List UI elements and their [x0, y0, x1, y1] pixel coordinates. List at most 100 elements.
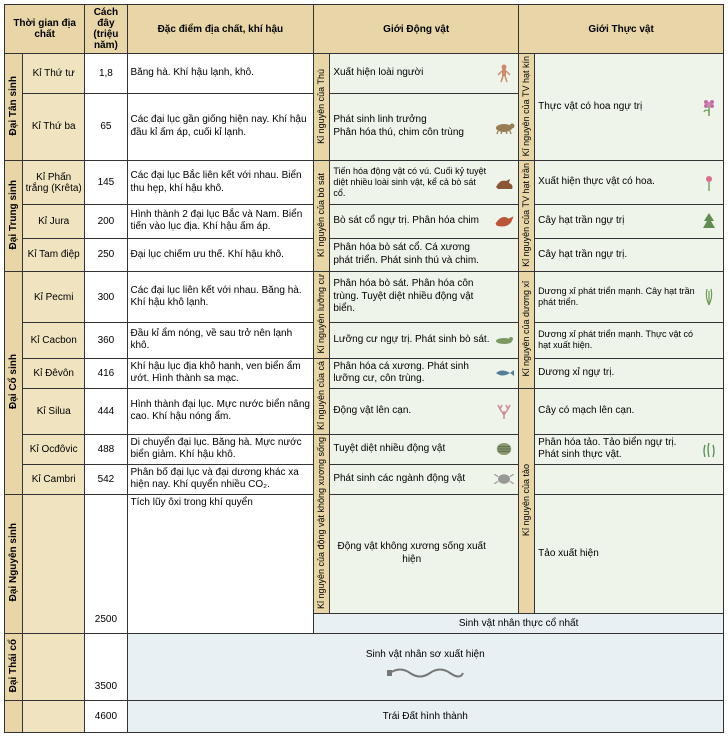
animal-cell: Phân hóa bò sát cổ. Cá xương phát triển.…	[330, 238, 519, 272]
geo-cell: Khí hậu lục địa khô hanh, ven biển ẩm ướ…	[127, 358, 314, 388]
geo-cell: Di chuyển đại lục. Băng hà. Mực nước biể…	[127, 434, 314, 464]
geo-cell: Phân bố đại lục và đại dương khác xa hiệ…	[127, 464, 314, 494]
flower2-icon	[697, 173, 721, 193]
plant-cell: Tảo xuất hiện	[535, 494, 724, 613]
mya-cell: 300	[85, 272, 127, 323]
table-row: Đại Cổ sinh Kỉ Pecmi 300 Các đại lục liê…	[5, 272, 724, 323]
table-row: 4600 Trái Đất hình thành	[5, 700, 724, 732]
period-cell: Kỉ Cacbon	[23, 323, 85, 359]
period-cell: Kỉ Cambri	[23, 464, 85, 494]
geo-cell: Đại lục chiếm ưu thế. Khí hậu khô.	[127, 238, 314, 272]
animal-cell: Bò sát cổ ngự trị. Phân hóa chim	[330, 204, 519, 238]
dino-icon	[492, 173, 516, 193]
period-cell: Kỉ Ocđôvic	[23, 434, 85, 464]
geo-cell: Các đại lục liên kết với nhau. Băng hà. …	[127, 272, 314, 323]
mya-cell: 3500	[85, 633, 127, 700]
era-blank	[5, 700, 23, 732]
geo-cell: Hình thành 2 đại lục Bắc và Nam. Biển ti…	[127, 204, 314, 238]
animal-cell: Phân hóa bò sát. Phân hóa côn trùng. Tuy…	[330, 272, 519, 323]
animal-cell: Phân hóa cá xương. Phát sinh lưỡng cư, c…	[330, 358, 519, 388]
fish-icon	[492, 363, 516, 383]
plant-cell: Dương xỉ ngự trị.	[535, 358, 724, 388]
trilobite-icon	[492, 439, 516, 459]
flower-icon	[697, 97, 721, 117]
geo-cell: Băng hà. Khí hậu lạnh, khô.	[127, 54, 314, 94]
table-row: Đại Trung sinh Kỉ Phấn trắng (Krêta) 145…	[5, 161, 724, 205]
animal-cell: Tuyệt diệt nhiều động vật	[330, 434, 519, 464]
animal-epoch-thu: Kỉ nguyên của Thú	[314, 54, 330, 161]
table-row: Đại Thái cổ 3500 Sinh vật nhân sơ xuất h…	[5, 633, 724, 700]
worm-icon	[385, 664, 465, 682]
table-row: Kỉ Ocđôvic 488 Di chuyển đại lục. Băng h…	[5, 434, 724, 464]
geo-cell: Tích lũy ôxi trong khí quyển	[127, 494, 314, 633]
prokaryote-label: Sinh vật nhân sơ xuất hiện	[131, 649, 721, 660]
era-thaico: Đại Thái cổ	[5, 633, 23, 700]
era-trungsinh: Đại Trung sinh	[5, 161, 23, 272]
plant-cell: Dương xỉ phát triển mạnh. Thực vật có hạ…	[535, 323, 724, 359]
era-cosinh: Đại Cổ sinh	[5, 272, 23, 495]
mya-cell: 65	[85, 93, 127, 161]
mya-cell: 250	[85, 238, 127, 272]
period-cell: Kỉ Jura	[23, 204, 85, 238]
human-icon	[492, 63, 516, 83]
eukaryote-footer: Sinh vật nhân thực cổ nhất	[314, 613, 724, 633]
geo-cell: Đầu kỉ ẩm nóng, về sau trở nên lạnh khô.	[127, 323, 314, 359]
table-row: Đại Tân sinh Kỉ Thứ tư 1,8 Băng hà. Khí …	[5, 54, 724, 94]
earth-cell: Trái Đất hình thành	[127, 700, 724, 732]
animal-epoch-ca: Kỉ nguyên của cá	[314, 358, 330, 434]
era-nguyensinh: Đại Nguyên sinh	[5, 494, 23, 633]
period-cell: Kỉ Thứ tư	[23, 54, 85, 94]
table-row: Kỉ Cacbon 360 Đầu kỉ ẩm nóng, về sau trở…	[5, 323, 724, 359]
mya-cell: 200	[85, 204, 127, 238]
plant-epoch-tao: Kỉ nguyên của tảo	[519, 388, 535, 613]
plant-cell	[535, 464, 724, 494]
mya-cell: 416	[85, 358, 127, 388]
period-cell: Kỉ Silua	[23, 388, 85, 434]
coral-icon	[492, 401, 516, 421]
period-cell: Kỉ Tam điệp	[23, 238, 85, 272]
header-row: Thời gian địa chất Cách đây (triệu năm) …	[5, 5, 724, 54]
plant-cell: Phân hóa tảo. Tảo biển ngự trị. Phát sin…	[535, 434, 724, 464]
plant-cell: Cây hạt trần ngự trị	[535, 204, 724, 238]
period-cell: Kỉ Pecmi	[23, 272, 85, 323]
plant-epoch-hatkin: Kỉ nguyên của TV hạt kín	[519, 54, 535, 161]
mya-cell: 488	[85, 434, 127, 464]
mya-cell: 145	[85, 161, 127, 205]
conifer-icon	[697, 211, 721, 231]
table-row: Đại Nguyên sinh 2500 Tích lũy ôxi trong …	[5, 494, 724, 613]
animal-cell: Lưỡng cư ngự trị. Phát sinh bò sát.	[330, 323, 519, 359]
geologic-time-table: Thời gian địa chất Cách đây (triệu năm) …	[4, 4, 724, 733]
plant-cell: Thực vật có hoa ngự trị	[535, 54, 724, 161]
animal-cell: Phát sinh các ngành động vật	[330, 464, 519, 494]
bug-icon	[492, 469, 516, 489]
mya-cell: 360	[85, 323, 127, 359]
col-geo: Đặc điểm địa chất, khí hậu	[127, 5, 314, 54]
era-tansinh: Đại Tân sinh	[5, 54, 23, 161]
table-row: Kỉ Silua 444 Hình thành đại lục. Mực nướ…	[5, 388, 724, 434]
animal-epoch-bosat: Kỉ nguyên của bò sát	[314, 161, 330, 272]
plant-cell: Dương xỉ phát triển mạnh. Cây hạt trần p…	[535, 272, 724, 323]
mya-cell: 1,8	[85, 54, 127, 94]
col-ago: Cách đây (triệu năm)	[85, 5, 127, 54]
amphibian-icon	[492, 330, 516, 350]
table-row: Kỉ Cambri 542 Phân bố đại lục và đại dươ…	[5, 464, 724, 494]
bird-icon	[492, 211, 516, 231]
animal-cell: Phát sinh linh trưởng Phân hóa thú, chim…	[330, 93, 519, 161]
algae-icon	[697, 439, 721, 459]
col-animal: Giới Động vật	[314, 5, 519, 54]
geo-cell: Các đại lục gần giống hiện nay. Khí hậu …	[127, 93, 314, 161]
mya-cell: 4600	[85, 700, 127, 732]
period-cell: Kỉ Thứ ba	[23, 93, 85, 161]
fern-icon	[697, 287, 721, 307]
animal-epoch-kxs: Kỉ nguyên của động vật không xương sống	[314, 434, 330, 613]
prokaryote-cell: Sinh vật nhân sơ xuất hiện	[127, 633, 724, 700]
mya-cell: 542	[85, 464, 127, 494]
geo-cell: Hình thành đại lục. Mực nước biển nâng c…	[127, 388, 314, 434]
period-cell	[23, 494, 85, 633]
period-cell: Kỉ Phấn trắng (Krêta)	[23, 161, 85, 205]
plant-cell: Cây hạt trần ngự trị.	[535, 238, 724, 272]
table-row: Kỉ Jura 200 Hình thành 2 đại lục Bắc và …	[5, 204, 724, 238]
period-cell	[23, 700, 85, 732]
animal-cell: Động vật không xương sống xuất hiện	[330, 494, 519, 613]
animal-cell: Xuất hiện loài người	[330, 54, 519, 94]
